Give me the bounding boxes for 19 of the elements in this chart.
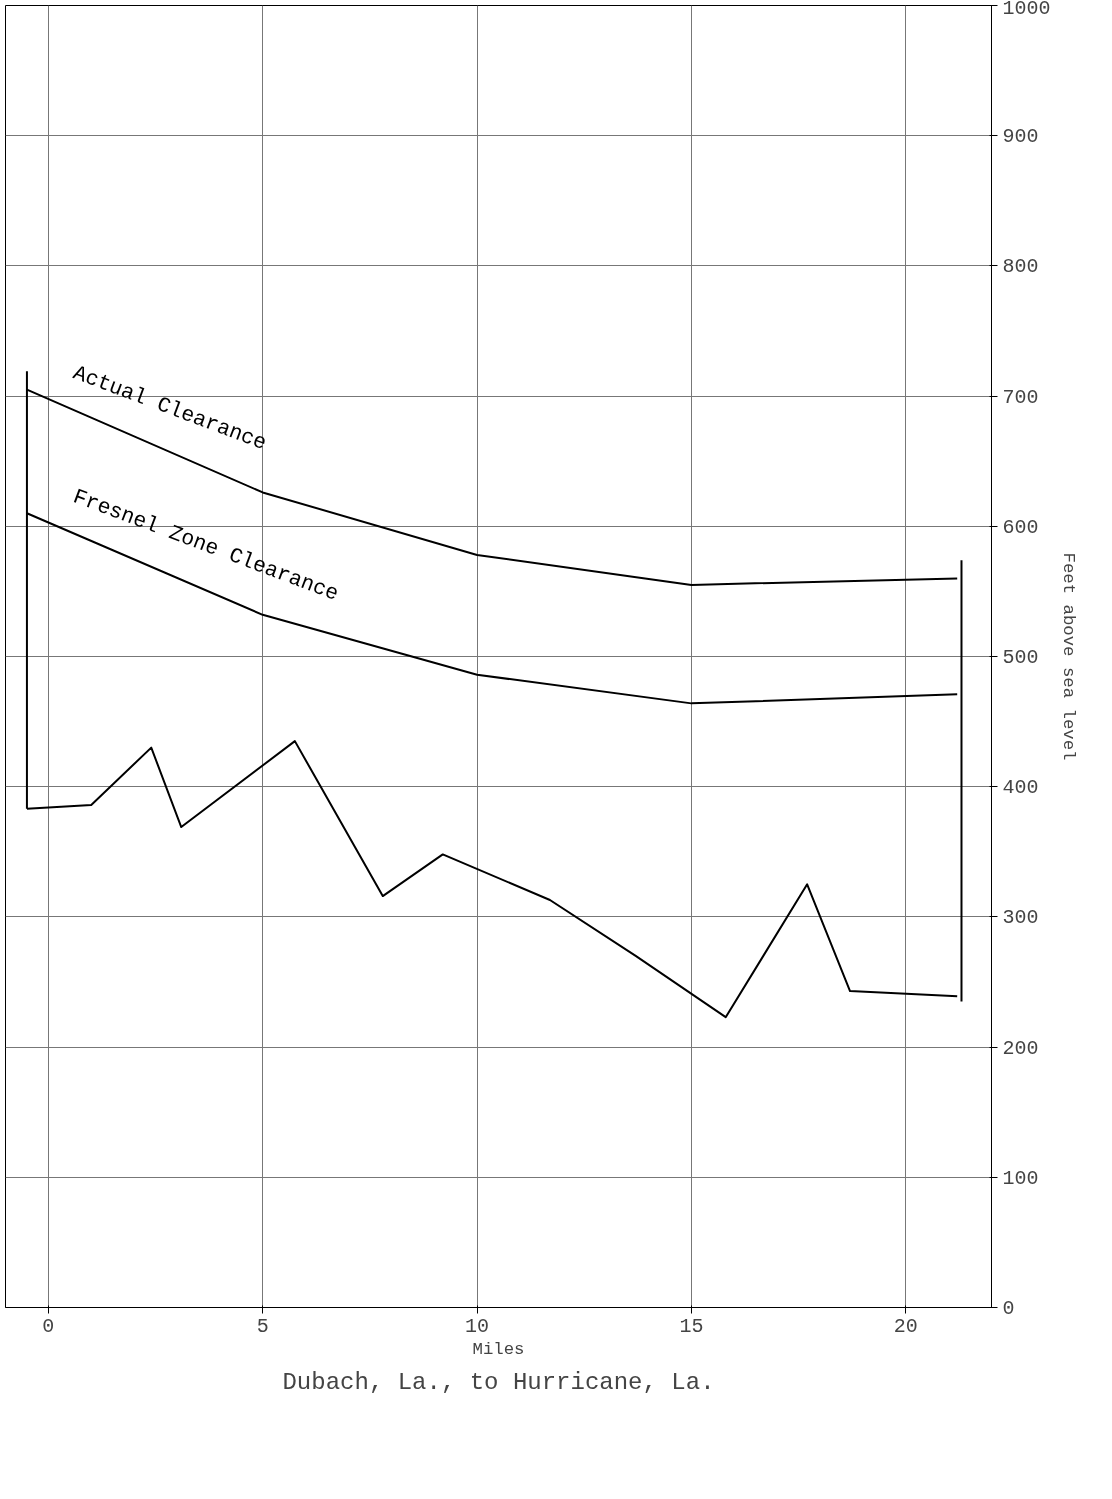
y-tick-label: 900 bbox=[1002, 125, 1039, 149]
text: Dubach, La., to Hurricane, La. bbox=[282, 1368, 715, 1396]
y-tick-label: 100 bbox=[1002, 1166, 1039, 1190]
x-axis-title: Miles bbox=[472, 1339, 525, 1359]
y-tick-label: 400 bbox=[1002, 776, 1039, 800]
y-tick-label: 200 bbox=[1002, 1036, 1039, 1060]
y-tick-label: 0 bbox=[1002, 1297, 1015, 1320]
x-tick-label: 10 bbox=[465, 1314, 490, 1338]
y-tick-label: 600 bbox=[1002, 515, 1039, 539]
x-tick-label: 15 bbox=[679, 1314, 704, 1338]
x-tick-label: 0 bbox=[42, 1314, 55, 1338]
y-tick-label: 800 bbox=[1002, 255, 1039, 279]
x-tick-label: 5 bbox=[256, 1314, 269, 1338]
y-tick-label: 700 bbox=[1002, 385, 1039, 409]
y-tick-label: 500 bbox=[1002, 646, 1039, 669]
x-tick-label: 20 bbox=[893, 1314, 918, 1338]
y-axis-title: Feet above sea level bbox=[1058, 552, 1078, 761]
y-tick-label: 1000 bbox=[1002, 0, 1051, 20]
y-tick-label: 300 bbox=[1002, 906, 1039, 930]
